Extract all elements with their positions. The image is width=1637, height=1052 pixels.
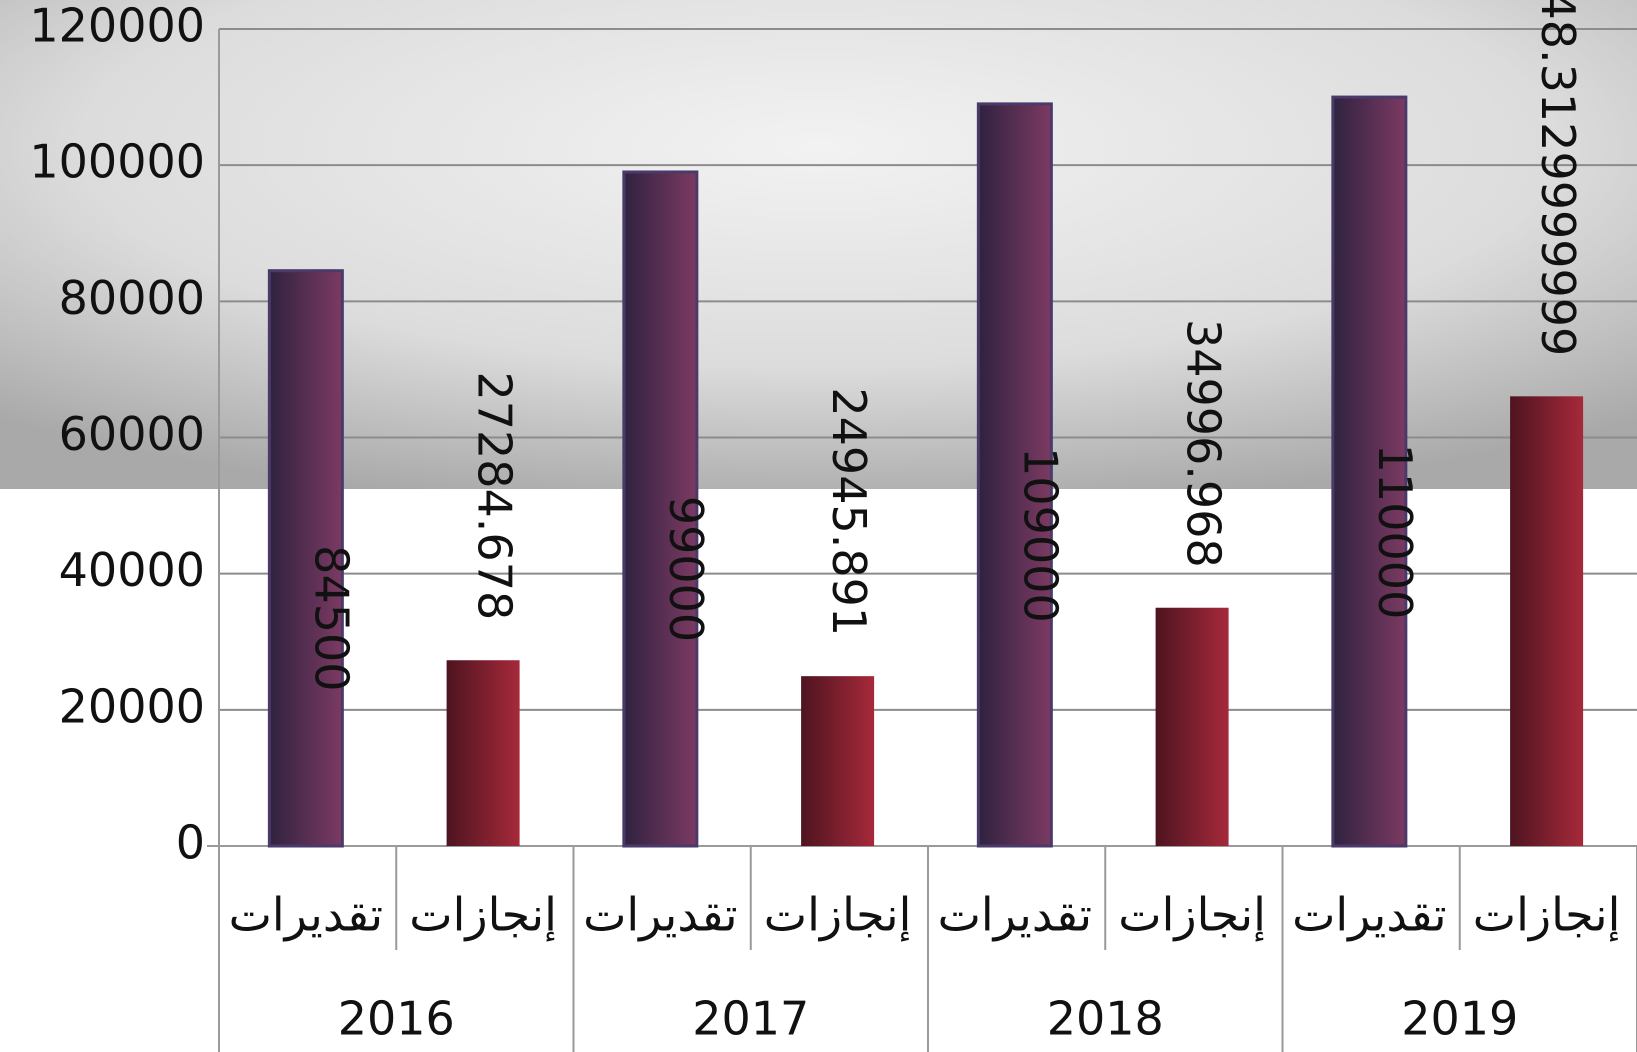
bar <box>976 102 1053 848</box>
bar <box>1510 396 1584 846</box>
data-label: 34996.968 <box>1177 319 1231 568</box>
y-tick-label: 80000 <box>59 271 205 325</box>
group-label: 2016 <box>338 992 455 1046</box>
data-label: 66048.3129999999 <box>1531 0 1585 356</box>
bar <box>1155 607 1229 846</box>
y-tick-label: 20000 <box>59 679 205 733</box>
bar <box>267 269 344 848</box>
category-label: إنجازات <box>1473 888 1621 942</box>
data-label: 84500 <box>304 545 358 691</box>
bar <box>1331 95 1408 848</box>
data-label: 109000 <box>1013 447 1067 623</box>
data-label: 99000 <box>659 496 713 642</box>
y-tick-label: 120000 <box>29 0 205 53</box>
category-label: تقديرات <box>938 888 1093 943</box>
group-label: 2019 <box>1401 992 1518 1046</box>
bar <box>446 660 520 846</box>
category-label: تقديرات <box>583 888 738 943</box>
data-label: 110000 <box>1368 444 1422 620</box>
bar <box>622 170 699 848</box>
group-label: 2017 <box>692 992 809 1046</box>
y-tick-label: 60000 <box>59 407 205 461</box>
data-label: 27284.678 <box>468 371 522 620</box>
category-label: إنجازات <box>764 888 912 942</box>
bar <box>801 676 875 846</box>
y-tick-label: 100000 <box>29 135 205 189</box>
group-label: 2018 <box>1047 992 1164 1046</box>
category-label: إنجازات <box>409 888 557 942</box>
category-label: تقديرات <box>229 888 384 943</box>
category-label: تقديرات <box>1292 888 1447 943</box>
y-tick-label: 40000 <box>59 543 205 597</box>
category-label: إنجازات <box>1118 888 1266 942</box>
y-tick-label: 0 <box>176 816 205 870</box>
data-label: 24945.891 <box>822 387 876 636</box>
